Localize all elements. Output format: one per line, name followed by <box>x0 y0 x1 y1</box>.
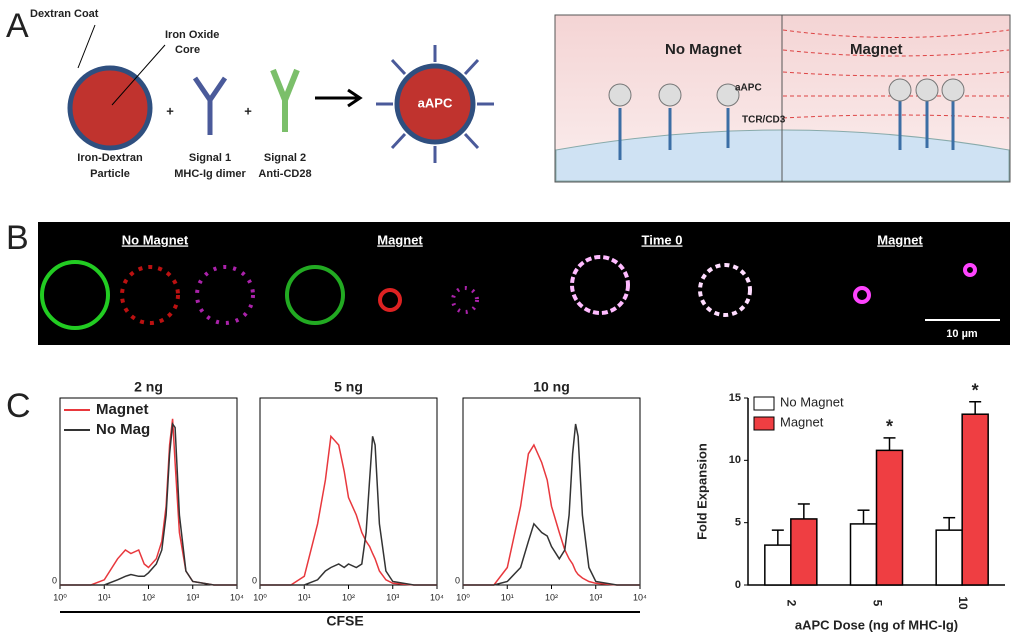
panel-label: B <box>6 219 29 257</box>
bar <box>764 544 792 586</box>
x-tick-label: 10² <box>342 592 355 602</box>
plot-frame <box>259 397 438 586</box>
label: Magnet <box>877 232 923 247</box>
chart-title: 2 ng <box>134 379 163 395</box>
pointer <box>111 44 166 106</box>
label: Dextran Coat <box>30 8 99 20</box>
x-tick-label: 10⁴ <box>430 592 444 602</box>
y-tick-label: 0 <box>52 575 57 585</box>
legend-swatch <box>753 396 775 411</box>
label: TCR/CD3 <box>742 115 786 126</box>
label: Time 0 <box>642 232 683 247</box>
bar <box>961 413 989 586</box>
panel-label: A <box>6 7 29 45</box>
significance: * <box>972 380 979 400</box>
plus: + <box>166 103 174 118</box>
cd28-icon <box>270 68 300 132</box>
label: No Magnet <box>122 232 189 247</box>
x-tick-label: 10³ <box>186 592 199 602</box>
legend-swatch <box>753 416 775 431</box>
x-tick-label: 10⁰ <box>53 592 67 602</box>
particle <box>67 65 153 151</box>
histogram-line <box>260 436 437 586</box>
x-tick-label: 10³ <box>589 592 602 602</box>
label: Particle <box>90 168 130 180</box>
label: Iron Oxide <box>165 29 219 41</box>
x-tick-label: 10⁴ <box>633 592 647 602</box>
histogram-line <box>260 434 437 586</box>
x-tick-label: 10³ <box>386 592 399 602</box>
plot-frame <box>462 397 641 586</box>
histogram-line <box>463 423 640 586</box>
label: Signal 1 <box>189 152 231 164</box>
x-tick-label: 5 <box>870 600 884 607</box>
label: Core <box>175 44 200 56</box>
y-tick-label: 5 <box>735 517 741 529</box>
arrow <box>315 88 363 108</box>
legend-label: Magnet <box>780 414 824 429</box>
legend-label: No Mag <box>96 421 150 438</box>
bar <box>790 518 818 586</box>
y-axis-label: Fold Expansion <box>694 443 709 540</box>
bar <box>935 529 963 586</box>
x-tick-label: 10² <box>545 592 558 602</box>
plus: + <box>244 103 252 118</box>
x-tick-label: 10² <box>142 592 155 602</box>
aapc <box>394 63 476 145</box>
x-tick-label: 10¹ <box>298 592 311 602</box>
histogram-line <box>463 443 640 586</box>
x-tick-label: 10 <box>956 596 970 610</box>
y-tick-label: 0 <box>735 579 741 591</box>
y-tick-label: 10 <box>729 454 741 466</box>
label: aAPC <box>735 83 762 94</box>
legend-label: No Magnet <box>780 394 844 409</box>
label: MHC-Ig dimer <box>174 168 246 180</box>
histogram-line <box>60 421 237 586</box>
y-tick-label: 0 <box>455 575 460 585</box>
x-tick-label: 10⁰ <box>253 592 267 602</box>
significance: * <box>886 417 893 437</box>
receptors <box>618 100 955 160</box>
x-tick-label: 2 <box>785 600 799 607</box>
x-axis-label: aAPC Dose (ng of MHC-Ig) <box>795 617 958 632</box>
label: 10 µm <box>946 328 978 340</box>
label: Magnet <box>377 232 423 247</box>
chart-title: 10 ng <box>533 379 570 395</box>
bar <box>849 523 878 586</box>
bar <box>875 449 904 586</box>
label: Iron-Dextran <box>77 152 143 164</box>
label: aAPC <box>418 95 453 110</box>
x-tick-label: 10¹ <box>98 592 111 602</box>
label: Signal 2 <box>264 152 306 164</box>
pointer <box>77 24 96 69</box>
label: Anti-CD28 <box>258 168 311 180</box>
mhc-icon <box>192 76 228 135</box>
x-tick-label: 10⁴ <box>230 592 244 602</box>
micrograph <box>38 222 1010 345</box>
chart-title: 5 ng <box>334 379 363 395</box>
x-tick-label: 10¹ <box>501 592 514 602</box>
label: Magnet <box>850 41 903 58</box>
panel-label: C <box>6 387 31 425</box>
y-tick-label: 15 <box>729 392 741 404</box>
legend-label: Magnet <box>96 401 149 418</box>
x-axis-label: CFSE <box>326 613 363 629</box>
label: No Magnet <box>665 41 742 58</box>
cells <box>40 255 977 330</box>
histogram-line <box>60 418 237 586</box>
y-tick-label: 0 <box>252 575 257 585</box>
antibodies <box>376 45 494 163</box>
beads <box>608 78 965 107</box>
x-tick-label: 10⁰ <box>456 592 470 602</box>
